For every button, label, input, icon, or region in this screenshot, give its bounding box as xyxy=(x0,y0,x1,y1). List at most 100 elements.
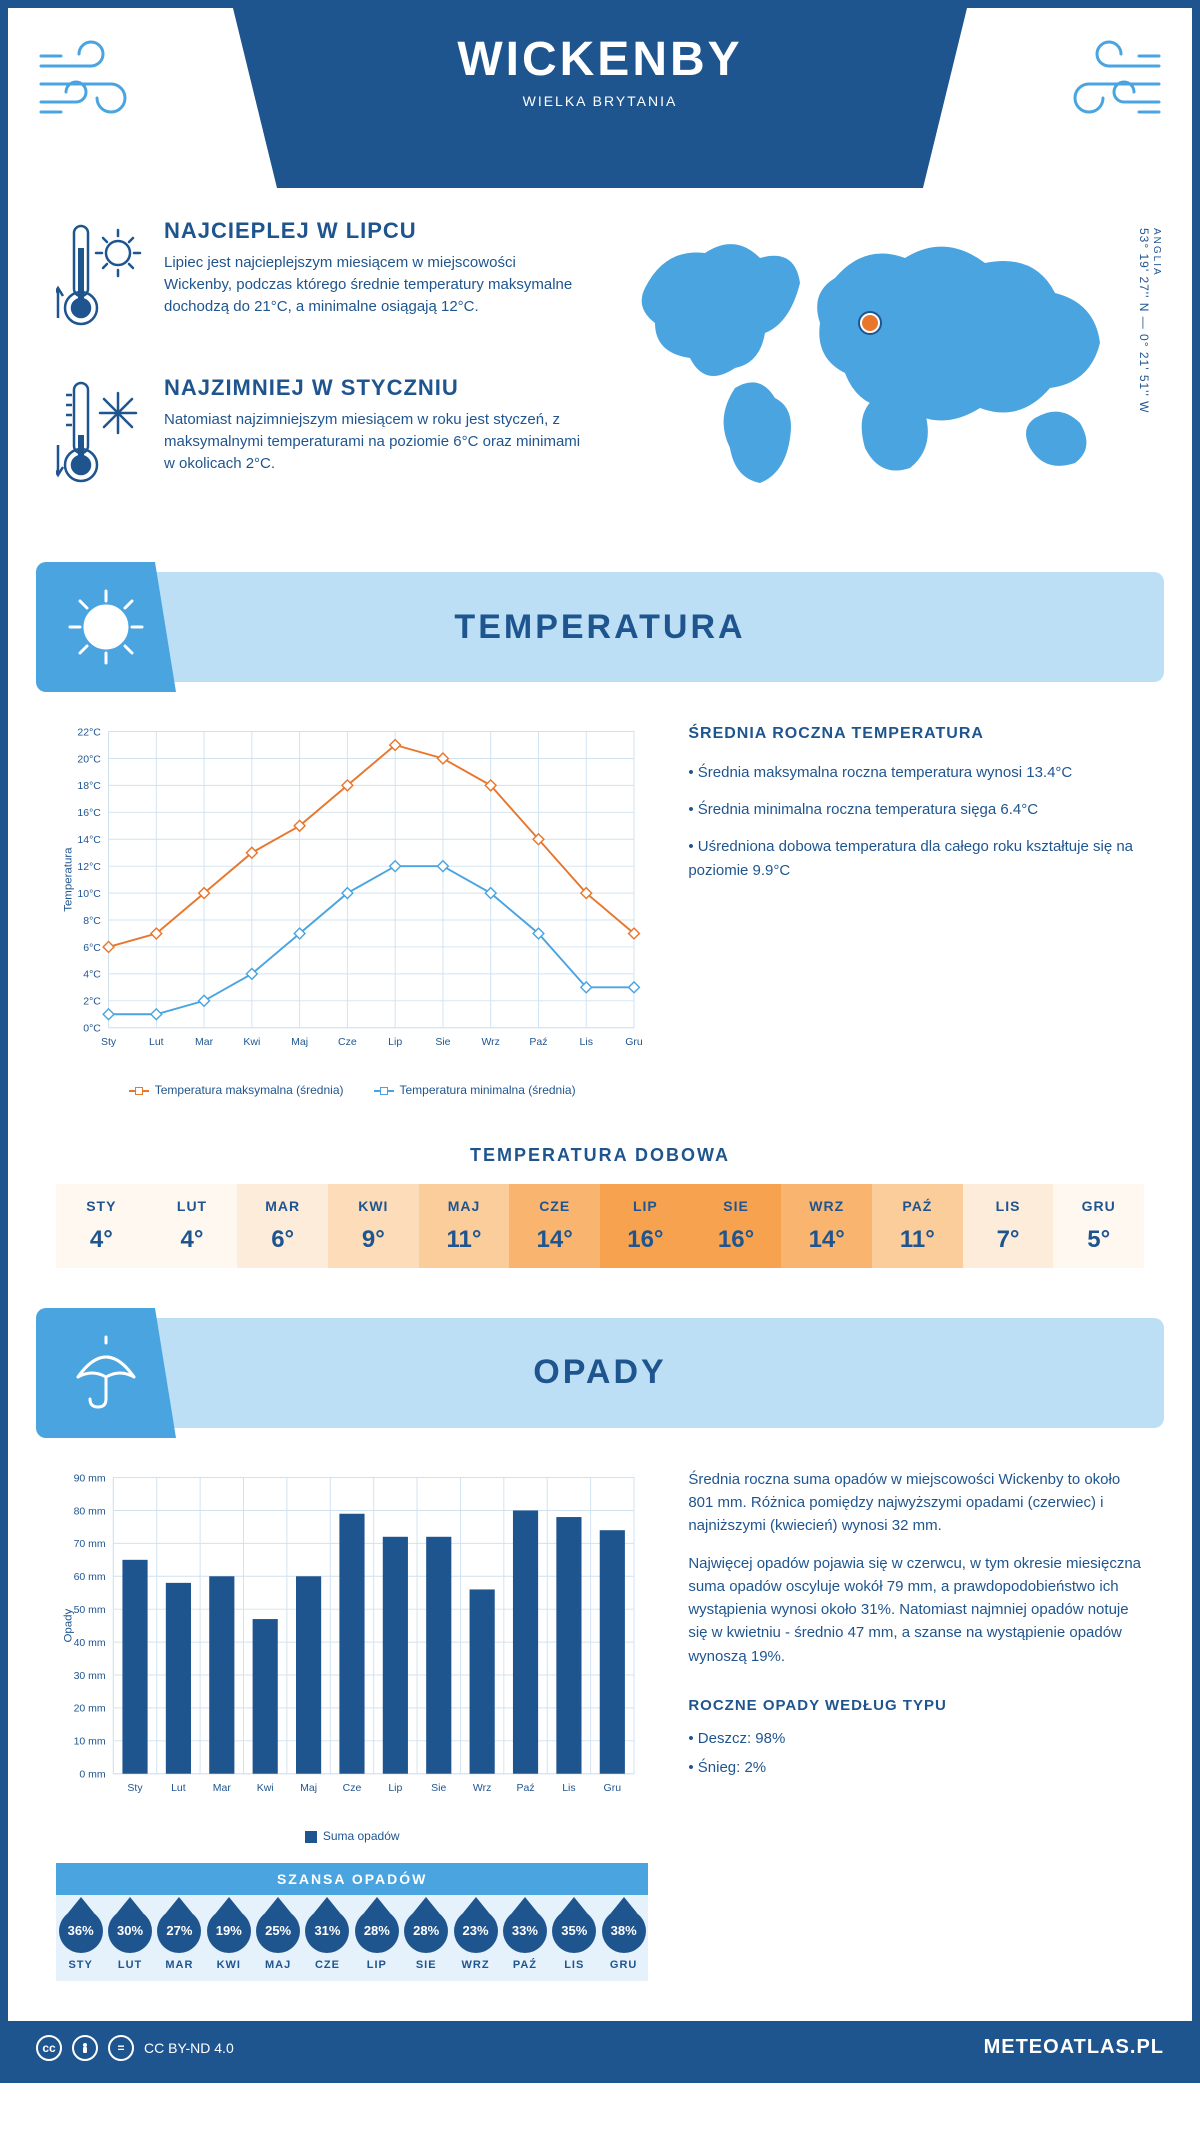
daily-cell: LUT 4° xyxy=(147,1184,238,1268)
svg-text:80 mm: 80 mm xyxy=(74,1505,106,1517)
temp-bullet-2: • Średnia minimalna roczna temperatura s… xyxy=(688,798,1144,821)
coords-text: 53° 19' 27'' N — 0° 21' 51'' W xyxy=(1137,228,1151,413)
raindrop-icon: 33% xyxy=(503,1909,547,1953)
raindrop-icon: 36% xyxy=(59,1909,103,1953)
daily-month: CZE xyxy=(509,1198,600,1214)
daily-value: 7° xyxy=(963,1226,1054,1254)
chance-cell: 28% SIE xyxy=(402,1909,451,1971)
raindrop-icon: 28% xyxy=(355,1909,399,1953)
daily-month: MAR xyxy=(237,1198,328,1214)
chance-month: SIE xyxy=(402,1959,451,1971)
precip-p1: Średnia roczna suma opadów w miejscowośc… xyxy=(688,1468,1144,1538)
temp-chart-legend: Temperatura maksymalna (średnia) Tempera… xyxy=(56,1083,648,1097)
precip-type-title: ROCZNE OPADY WEDŁUG TYPU xyxy=(688,1694,1144,1717)
thermometer-hot-icon xyxy=(56,218,146,343)
precip-legend-label: Suma opadów xyxy=(323,1829,400,1843)
svg-text:18°C: 18°C xyxy=(77,780,101,792)
svg-text:12°C: 12°C xyxy=(77,861,101,873)
daily-cell: GRU 5° xyxy=(1053,1184,1144,1268)
daily-cell: STY 4° xyxy=(56,1184,147,1268)
warmest-block: NAJCIEPLEJ W LIPCU Lipiec jest najcieple… xyxy=(56,218,585,343)
chance-cell: 25% MAJ xyxy=(253,1909,302,1971)
svg-text:Lut: Lut xyxy=(171,1782,186,1794)
daily-month: STY xyxy=(56,1198,147,1214)
precip-section-bar: OPADY xyxy=(36,1318,1164,1428)
svg-text:20 mm: 20 mm xyxy=(74,1703,106,1715)
svg-text:Sie: Sie xyxy=(431,1782,446,1794)
svg-text:4°C: 4°C xyxy=(83,969,101,981)
warmest-title: NAJCIEPLEJ W LIPCU xyxy=(164,218,585,244)
raindrop-icon: 28% xyxy=(404,1909,448,1953)
svg-text:Lip: Lip xyxy=(388,1782,402,1794)
chance-block: SZANSA OPADÓW 36% STY 30% LUT 27% MAR 19… xyxy=(56,1863,648,1981)
daily-value: 6° xyxy=(237,1226,328,1254)
svg-text:Lis: Lis xyxy=(562,1782,575,1794)
svg-text:6°C: 6°C xyxy=(83,942,101,954)
chance-cell: 28% LIP xyxy=(352,1909,401,1971)
svg-text:Sty: Sty xyxy=(101,1036,117,1048)
temp-bullet-3: • Uśredniona dobowa temperatura dla całe… xyxy=(688,835,1144,882)
brand-label: METEOATLAS.PL xyxy=(984,2036,1164,2059)
svg-text:Sie: Sie xyxy=(435,1036,450,1048)
daily-month: LUT xyxy=(147,1198,238,1214)
raindrop-icon: 31% xyxy=(305,1909,349,1953)
chance-month: MAJ xyxy=(253,1959,302,1971)
daily-month: MAJ xyxy=(419,1198,510,1214)
intro-row: NAJCIEPLEJ W LIPCU Lipiec jest najcieple… xyxy=(8,188,1192,572)
daily-temp-strip: STY 4° LUT 4° MAR 6° KWI 9° MAJ 11° xyxy=(56,1184,1144,1268)
daily-value: 4° xyxy=(56,1226,147,1254)
daily-cell: KWI 9° xyxy=(328,1184,419,1268)
world-map-icon xyxy=(615,218,1135,498)
footer: cc = CC BY-ND 4.0 METEOATLAS.PL xyxy=(8,2021,1192,2075)
precip-heading: OPADY xyxy=(533,1353,666,1392)
nd-icon: = xyxy=(108,2035,134,2061)
daily-month: WRZ xyxy=(781,1198,872,1214)
svg-text:Cze: Cze xyxy=(338,1036,357,1048)
svg-text:22°C: 22°C xyxy=(77,726,101,738)
precip-summary: Średnia roczna suma opadów w miejscowośc… xyxy=(688,1468,1144,1981)
wind-icon xyxy=(36,36,156,131)
svg-text:Maj: Maj xyxy=(300,1782,317,1794)
chance-month: STY xyxy=(56,1959,105,1971)
temperature-section-bar: TEMPERATURA xyxy=(36,572,1164,682)
daily-value: 14° xyxy=(781,1226,872,1254)
svg-text:Kwi: Kwi xyxy=(243,1036,260,1048)
precip-bar-chart: 0 mm10 mm20 mm30 mm40 mm50 mm60 mm70 mm8… xyxy=(56,1468,648,1812)
coldest-text: Natomiast najzimniejszym miesiącem w rok… xyxy=(164,409,585,474)
daily-cell: LIP 16° xyxy=(600,1184,691,1268)
daily-month: PAŹ xyxy=(872,1198,963,1214)
svg-text:Sty: Sty xyxy=(127,1782,143,1794)
daily-value: 4° xyxy=(147,1226,238,1254)
svg-text:Wrz: Wrz xyxy=(473,1782,491,1794)
region-label: ANGLIA xyxy=(1151,228,1162,407)
chance-strip: 36% STY 30% LUT 27% MAR 19% KWI 25% MAJ xyxy=(56,1895,648,1981)
coldest-block: NAJZIMNIEJ W STYCZNIU Natomiast najzimni… xyxy=(56,375,585,500)
svg-text:20°C: 20°C xyxy=(77,753,101,765)
world-map-col: ANGLIA 53° 19' 27'' N — 0° 21' 51'' W xyxy=(615,218,1144,532)
warmest-text: Lipiec jest najcieplejszym miesiącem w m… xyxy=(164,252,585,317)
chance-cell: 23% WRZ xyxy=(451,1909,500,1971)
legend-max: Temperatura maksymalna (średnia) xyxy=(155,1083,344,1097)
city-title: WICKENBY xyxy=(233,32,967,87)
by-icon xyxy=(72,2035,98,2061)
daily-cell: WRZ 14° xyxy=(781,1184,872,1268)
umbrella-icon xyxy=(36,1308,176,1438)
chance-month: KWI xyxy=(204,1959,253,1971)
chance-cell: 33% PAŹ xyxy=(500,1909,549,1971)
daily-value: 14° xyxy=(509,1226,600,1254)
chance-month: GRU xyxy=(599,1959,648,1971)
svg-text:40 mm: 40 mm xyxy=(74,1637,106,1649)
svg-text:Opady: Opady xyxy=(62,1608,74,1642)
legend-min: Temperatura minimalna (średnia) xyxy=(400,1083,576,1097)
svg-text:0°C: 0°C xyxy=(83,1023,101,1035)
precip-chart-col: 0 mm10 mm20 mm30 mm40 mm50 mm60 mm70 mm8… xyxy=(56,1468,648,1981)
daily-cell: MAJ 11° xyxy=(419,1184,510,1268)
license-block: cc = CC BY-ND 4.0 xyxy=(36,2035,234,2061)
cc-icon: cc xyxy=(36,2035,62,2061)
daily-value: 9° xyxy=(328,1226,419,1254)
header-ribbon: WICKENBY WIELKA BRYTANIA xyxy=(233,8,967,188)
chance-month: LIS xyxy=(550,1959,599,1971)
wind-icon xyxy=(1044,36,1164,131)
chance-month: MAR xyxy=(155,1959,204,1971)
chance-cell: 35% LIS xyxy=(550,1909,599,1971)
